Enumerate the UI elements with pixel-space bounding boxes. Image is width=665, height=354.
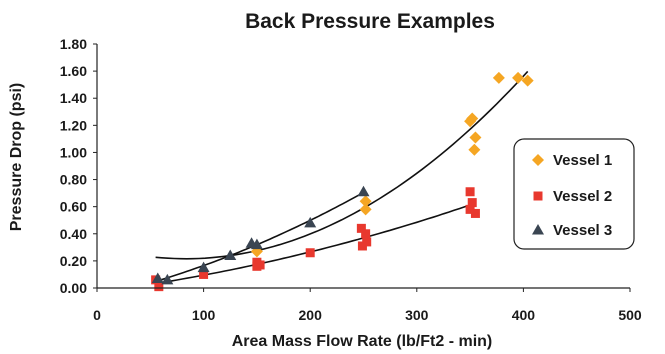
legend-label: Vessel 1: [553, 152, 612, 169]
axis-ticks: 0.00 0.20 0.40 0.60 0.80 1.00 1.20 1.40 1.60 1.80…: [60, 36, 642, 323]
y-tick-label: 0.60: [60, 199, 87, 215]
data-point: [470, 208, 480, 218]
x-tick-label: 300: [405, 307, 429, 323]
data-points: [151, 71, 534, 292]
data-point: [305, 248, 315, 258]
data-point: [468, 143, 481, 156]
y-axis-title: Pressure Drop (psi): [8, 83, 25, 231]
data-point: [356, 223, 366, 233]
data-point: [161, 273, 174, 285]
data-point: [359, 195, 372, 208]
axes: [96, 44, 630, 289]
y-tick-label: 0.80: [60, 172, 87, 188]
data-point: [359, 203, 372, 216]
data-point: [255, 260, 265, 270]
data-point: [512, 71, 525, 84]
x-tick-label: 100: [192, 307, 216, 323]
chart-title: Back Pressure Examples: [245, 10, 495, 33]
data-point: [492, 71, 505, 84]
data-point: [465, 204, 475, 214]
data-point: [197, 261, 210, 273]
trendline: [155, 202, 476, 285]
y-tick-label: 1.40: [60, 90, 87, 106]
x-tick-label: 0: [93, 307, 101, 323]
y-tick-label: 1.80: [60, 36, 87, 52]
legend-label: Vessel 3: [553, 222, 612, 239]
data-point: [151, 272, 164, 284]
y-tick-label: 0.00: [60, 280, 87, 296]
data-point: [357, 185, 370, 197]
x-tick-label: 400: [512, 307, 536, 323]
data-point: [469, 131, 482, 144]
x-tick-label: 200: [299, 307, 323, 323]
y-tick-label: 1.60: [60, 63, 87, 79]
data-point: [154, 282, 164, 292]
data-point: [362, 237, 372, 247]
data-point: [467, 198, 477, 208]
data-point: [361, 229, 371, 239]
data-point: [466, 112, 479, 125]
legend-label: Vessel 2: [553, 188, 612, 205]
legend: Vessel 1 Vessel 2 Vessel 3: [513, 138, 635, 250]
y-tick-label: 0.40: [60, 226, 87, 242]
x-axis-title: Area Mass Flow Rate (lb/Ft2 - min): [232, 333, 492, 350]
data-point: [465, 187, 475, 197]
data-point: [250, 238, 263, 250]
legend-box: [513, 138, 635, 250]
trendlines: [155, 70, 529, 285]
y-tick-label: 0.20: [60, 253, 87, 269]
legend-marker: [532, 154, 544, 166]
data-point: [199, 269, 209, 279]
trendline: [155, 70, 529, 260]
data-point: [521, 74, 534, 87]
legend-marker: [532, 224, 544, 235]
legend-marker: [533, 191, 543, 201]
data-point: [224, 249, 237, 260]
y-tick-label: 1.20: [60, 117, 87, 133]
y-tick-label: 1.00: [60, 144, 87, 160]
data-point: [304, 216, 317, 228]
x-tick-label: 500: [618, 307, 642, 323]
